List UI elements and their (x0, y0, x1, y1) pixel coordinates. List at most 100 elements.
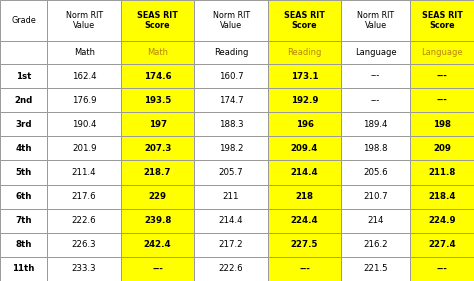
Text: 211.4: 211.4 (72, 168, 96, 177)
Bar (341, 112, 410, 136)
Bar (0, 233, 47, 257)
Text: ---: --- (437, 96, 447, 105)
Bar (410, 112, 474, 136)
Bar (194, 88, 268, 112)
Bar (268, 160, 341, 185)
Text: 174.7: 174.7 (219, 96, 243, 105)
Text: 218.7: 218.7 (144, 168, 172, 177)
Text: Language: Language (355, 48, 396, 57)
Text: 222.6: 222.6 (72, 216, 96, 225)
Text: Language: Language (421, 48, 463, 57)
Bar (0, 209, 47, 233)
Text: 189.4: 189.4 (364, 120, 388, 129)
Bar (268, 64, 341, 88)
Text: 242.4: 242.4 (144, 240, 172, 249)
Text: ---: --- (371, 96, 380, 105)
Text: 217.2: 217.2 (219, 240, 243, 249)
Bar (0, 88, 47, 112)
Text: 198.2: 198.2 (219, 144, 243, 153)
Bar (410, 209, 474, 233)
Text: 8th: 8th (16, 240, 32, 249)
Text: 7th: 7th (16, 216, 32, 225)
Text: 229: 229 (149, 192, 166, 201)
Text: 224.4: 224.4 (291, 216, 319, 225)
Text: 162.4: 162.4 (72, 72, 96, 81)
Bar (268, 88, 341, 112)
Text: 197: 197 (148, 120, 167, 129)
Bar (410, 233, 474, 257)
Text: 218: 218 (296, 192, 313, 201)
Text: 198.8: 198.8 (364, 144, 388, 153)
Bar (47, 185, 121, 209)
Text: ---: --- (152, 264, 163, 273)
Bar (341, 185, 410, 209)
Bar (121, 0, 194, 41)
Text: 198: 198 (433, 120, 451, 129)
Text: 4th: 4th (16, 144, 32, 153)
Text: 214.4: 214.4 (291, 168, 319, 177)
Bar (47, 41, 121, 64)
Text: Reading: Reading (214, 48, 248, 57)
Text: 209: 209 (433, 144, 451, 153)
Bar (0, 112, 47, 136)
Bar (121, 209, 194, 233)
Text: 209.4: 209.4 (291, 144, 318, 153)
Bar (0, 41, 47, 64)
Bar (268, 41, 341, 64)
Text: ---: --- (437, 264, 447, 273)
Text: 196: 196 (296, 120, 313, 129)
Text: 11th: 11th (12, 264, 35, 273)
Text: 211.8: 211.8 (428, 168, 456, 177)
Text: ---: --- (437, 72, 447, 81)
Bar (47, 209, 121, 233)
Bar (268, 233, 341, 257)
Text: 218.4: 218.4 (428, 192, 456, 201)
Text: ---: --- (371, 72, 380, 81)
Bar (410, 88, 474, 112)
Text: 5th: 5th (16, 168, 32, 177)
Text: 221.5: 221.5 (364, 264, 388, 273)
Bar (0, 0, 47, 41)
Bar (194, 160, 268, 185)
Bar (47, 136, 121, 160)
Text: 239.8: 239.8 (144, 216, 171, 225)
Text: SEAS RIT
Score: SEAS RIT Score (421, 11, 463, 30)
Text: 193.5: 193.5 (144, 96, 171, 105)
Bar (47, 160, 121, 185)
Bar (47, 233, 121, 257)
Text: 207.3: 207.3 (144, 144, 171, 153)
Text: 226.3: 226.3 (72, 240, 96, 249)
Bar (194, 41, 268, 64)
Text: 201.9: 201.9 (72, 144, 96, 153)
Bar (410, 41, 474, 64)
Text: 190.4: 190.4 (72, 120, 96, 129)
Bar (194, 185, 268, 209)
Text: 174.6: 174.6 (144, 72, 172, 81)
Text: Math: Math (73, 48, 95, 57)
Bar (194, 209, 268, 233)
Bar (194, 233, 268, 257)
Text: 210.7: 210.7 (364, 192, 388, 201)
Bar (194, 136, 268, 160)
Bar (341, 136, 410, 160)
Text: 192.9: 192.9 (291, 96, 318, 105)
Text: 224.9: 224.9 (428, 216, 456, 225)
Text: 214: 214 (367, 216, 384, 225)
Text: 222.6: 222.6 (219, 264, 243, 273)
Text: 217.6: 217.6 (72, 192, 96, 201)
Bar (341, 257, 410, 281)
Bar (341, 41, 410, 64)
Text: Norm RIT
Value: Norm RIT Value (212, 11, 250, 30)
Text: 227.4: 227.4 (428, 240, 456, 249)
Bar (121, 41, 194, 64)
Text: Grade: Grade (11, 16, 36, 25)
Text: Norm RIT
Value: Norm RIT Value (65, 11, 103, 30)
Bar (121, 160, 194, 185)
Bar (268, 209, 341, 233)
Text: 214.4: 214.4 (219, 216, 243, 225)
Text: 6th: 6th (16, 192, 32, 201)
Bar (268, 185, 341, 209)
Text: 216.2: 216.2 (364, 240, 388, 249)
Text: 205.6: 205.6 (364, 168, 388, 177)
Text: SEAS RIT
Score: SEAS RIT Score (284, 11, 325, 30)
